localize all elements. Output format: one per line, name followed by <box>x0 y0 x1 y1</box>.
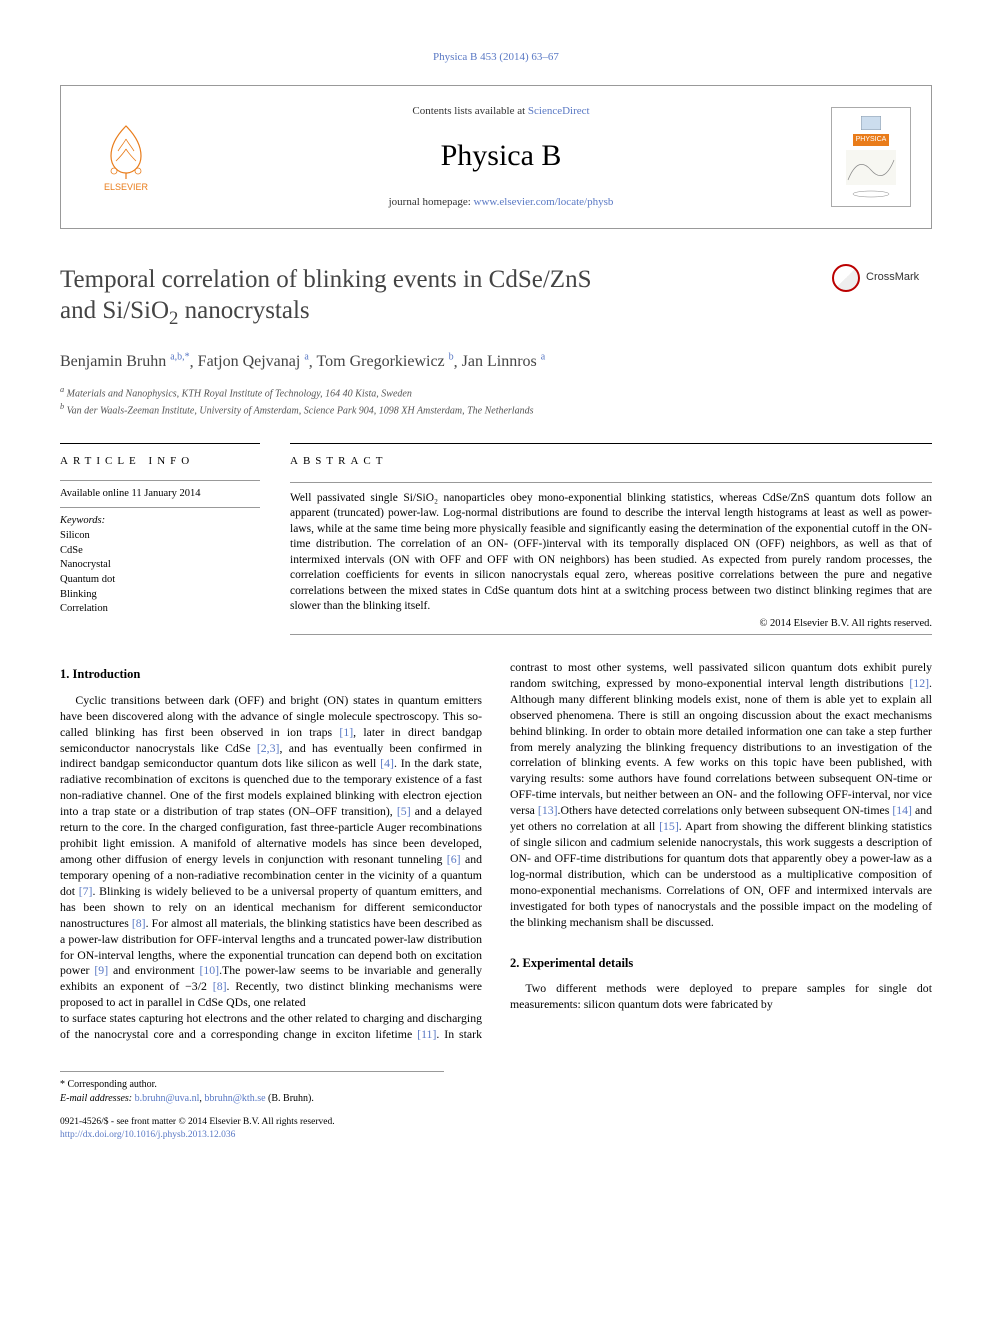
author: Fatjon Qejvanaj a <box>198 353 309 370</box>
title-suffix: nanocrystals <box>178 297 309 324</box>
intro-paragraph: Cyclic transitions between dark (OFF) an… <box>60 693 482 1011</box>
contents-line: Contents lists available at ScienceDirec… <box>171 104 831 119</box>
title-line-1: Temporal correlation of blinking events … <box>60 266 591 293</box>
author: Tom Gregorkiewicz b <box>316 353 453 370</box>
bottom-block: 0921-4526/$ - see front matter © 2014 El… <box>60 1116 932 1143</box>
keywords-list: Silicon CdSe Nanocrystal Quantum dot Bli… <box>60 529 260 617</box>
citation-link[interactable]: Physica B 453 (2014) 63–67 <box>433 51 559 63</box>
journal-cover-thumb: PHYSICA <box>831 107 911 207</box>
email-label: E-mail addresses: <box>60 1093 135 1104</box>
issn-line: 0921-4526/$ - see front matter © 2014 El… <box>60 1116 932 1129</box>
crossmark-badge[interactable]: CrossMark <box>832 264 932 292</box>
article-info-block: ARTICLE INFO Available online 11 January… <box>60 443 260 635</box>
journal-header: ELSEVIER Contents lists available at Sci… <box>60 85 932 229</box>
title-line-2: and Si/SiO <box>60 297 169 324</box>
homepage-prefix: journal homepage: <box>389 196 474 208</box>
keyword: Silicon <box>60 529 260 544</box>
abstract-block: ABSTRACT Well passivated single Si/SiO₂ … <box>290 443 932 635</box>
homepage-line: journal homepage: www.elsevier.com/locat… <box>171 195 831 210</box>
corresponding-author: * Corresponding author. <box>60 1078 444 1092</box>
sciencedirect-link[interactable]: ScienceDirect <box>528 105 590 117</box>
abstract-text: Well passivated single Si/SiO₂ nanoparti… <box>290 482 932 635</box>
available-online: Available online 11 January 2014 <box>60 480 260 509</box>
doi-link[interactable]: http://dx.doi.org/10.1016/j.physb.2013.1… <box>60 1130 235 1140</box>
author-email-link[interactable]: b.bruhn@uva.nl <box>135 1093 200 1104</box>
footnotes: * Corresponding author. E-mail addresses… <box>60 1071 444 1106</box>
abstract-copyright: © 2014 Elsevier B.V. All rights reserved… <box>290 617 932 631</box>
intro-heading: 1. Introduction <box>60 666 482 683</box>
abstract-heading: ABSTRACT <box>290 454 932 469</box>
author: Jan Linnros a <box>462 353 546 370</box>
journal-citation: Physica B 453 (2014) 63–67 <box>60 50 932 65</box>
crossmark-label: CrossMark <box>866 270 919 285</box>
homepage-link[interactable]: www.elsevier.com/locate/physb <box>474 196 614 208</box>
article-info-heading: ARTICLE INFO <box>60 454 260 469</box>
authors-line: Benjamin Bruhn a,b,*, Fatjon Qejvanaj a,… <box>60 351 932 374</box>
article-title: Temporal correlation of blinking events … <box>60 264 832 331</box>
cover-badge: PHYSICA <box>853 134 890 146</box>
keyword: Blinking <box>60 588 260 603</box>
keywords-label: Keywords: <box>60 514 260 529</box>
email-line: E-mail addresses: b.bruhn@uva.nl, bbruhn… <box>60 1092 444 1106</box>
elsevier-tree-icon <box>96 121 156 181</box>
journal-name: Physica B <box>171 135 831 177</box>
crossmark-icon <box>832 264 860 292</box>
contents-prefix: Contents lists available at <box>412 105 527 117</box>
keyword: Quantum dot <box>60 573 260 588</box>
experimental-paragraph: Two different methods were deployed to p… <box>510 981 932 1013</box>
email-suffix: (B. Bruhn). <box>266 1093 314 1104</box>
affiliations: a Materials and Nanophysics, KTH Royal I… <box>60 384 932 419</box>
affiliation: a Materials and Nanophysics, KTH Royal I… <box>60 384 932 401</box>
keyword: Nanocrystal <box>60 558 260 573</box>
publisher-logo: ELSEVIER <box>81 107 171 207</box>
body-columns: 1. Introduction Cyclic transitions betwe… <box>60 660 932 1043</box>
author-email-link[interactable]: bbruhn@kth.se <box>204 1093 265 1104</box>
keyword: Correlation <box>60 602 260 617</box>
affiliation: b Van der Waals-Zeeman Institute, Univer… <box>60 401 932 418</box>
author: Benjamin Bruhn a,b,* <box>60 353 190 370</box>
experimental-heading: 2. Experimental details <box>510 955 932 972</box>
keyword: CdSe <box>60 544 260 559</box>
publisher-name: ELSEVIER <box>104 181 148 194</box>
